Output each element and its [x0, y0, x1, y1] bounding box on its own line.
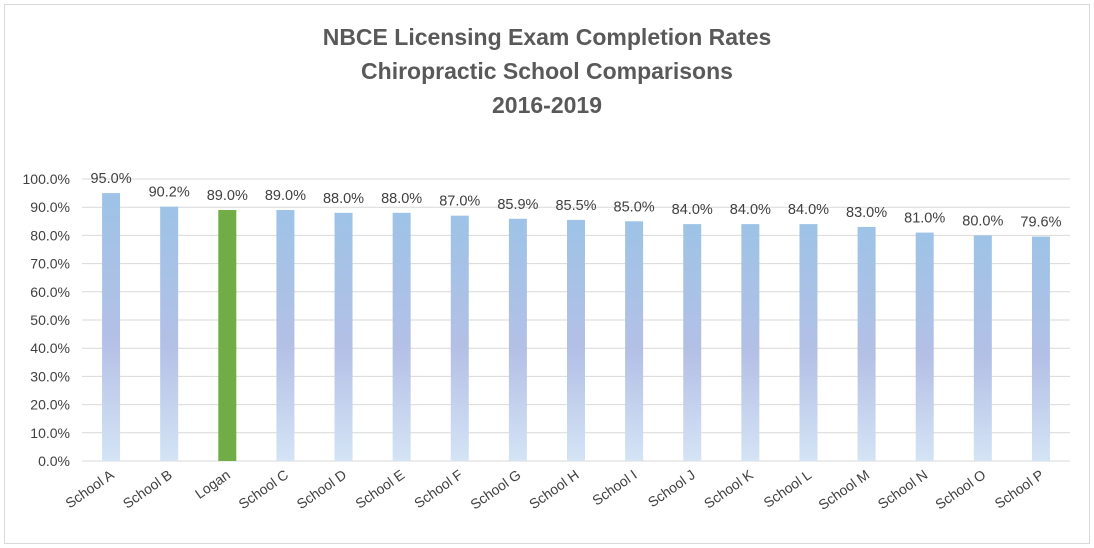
- data-label: 84.0%: [788, 202, 829, 218]
- x-tick-label: Logan: [192, 466, 233, 501]
- data-labels: 95.0% 90.2% 89.0% 89.0% 88.0% 88.0% 87.0% 85.9%…: [90, 171, 1061, 230]
- x-tick-label: School H: [526, 466, 582, 512]
- y-tick-label: 90.0%: [30, 199, 70, 215]
- x-tick-label: School D: [294, 466, 350, 512]
- bar: [915, 232, 934, 461]
- y-tick-label: 50.0%: [30, 312, 70, 328]
- data-label: 85.9%: [497, 197, 538, 213]
- data-label: 89.0%: [265, 188, 306, 204]
- bar: [276, 210, 295, 461]
- data-label: 84.0%: [730, 202, 771, 218]
- y-tick-label: 70.0%: [30, 256, 70, 272]
- data-label: 85.0%: [614, 199, 655, 215]
- x-tick-label: School B: [120, 466, 175, 511]
- data-label: 88.0%: [323, 191, 364, 207]
- x-tick-label: School J: [645, 466, 698, 510]
- bar: [625, 221, 644, 461]
- chart-frame: [4, 4, 1090, 544]
- x-tick-label: School M: [815, 466, 872, 513]
- y-axis-ticks: 0.0% 10.0% 20.0% 30.0% 40.0% 50.0% 60.0% 70.0% 8…: [23, 171, 70, 469]
- bar: [392, 212, 411, 461]
- y-tick-label: 40.0%: [30, 340, 70, 356]
- bar: [508, 218, 527, 461]
- x-tick-label: School O: [932, 466, 988, 512]
- chart-title-line-2: Chiropractic School Comparisons: [361, 58, 733, 84]
- y-tick-label: 20.0%: [30, 397, 70, 413]
- bar: [799, 224, 818, 461]
- bar: [857, 226, 876, 461]
- x-tick-label: School P: [992, 466, 1047, 511]
- bar: [160, 206, 179, 461]
- y-tick-label: 80.0%: [30, 227, 70, 243]
- bars: [102, 193, 1050, 461]
- data-label: 79.6%: [1020, 215, 1061, 231]
- data-label: 87.0%: [439, 194, 480, 210]
- y-tick-label: 100.0%: [23, 171, 70, 187]
- data-label: 88.0%: [381, 191, 422, 207]
- x-tick-label: School K: [701, 466, 757, 512]
- data-label: 84.0%: [672, 202, 713, 218]
- data-label: 89.0%: [207, 188, 248, 204]
- data-label: 90.2%: [149, 185, 190, 201]
- x-tick-label: School L: [760, 466, 814, 510]
- x-tick-label: School N: [875, 466, 931, 512]
- bar: [334, 212, 353, 461]
- x-tick-label: School A: [62, 466, 117, 511]
- bar: [1031, 236, 1050, 461]
- x-tick-label: School E: [352, 466, 407, 511]
- data-label: 80.0%: [962, 213, 1003, 229]
- bar: [567, 219, 585, 461]
- chart-title-line-3: 2016-2019: [492, 92, 602, 118]
- y-tick-label: 60.0%: [30, 284, 70, 300]
- x-axis-ticks: School A School B Logan School C School D Sch…: [62, 466, 1046, 513]
- data-label: 83.0%: [846, 205, 887, 221]
- bar: [973, 235, 992, 461]
- data-label: 95.0%: [90, 171, 131, 187]
- data-label: 85.5%: [555, 198, 596, 214]
- bar: [741, 224, 760, 461]
- chart-title-line-1: NBCE Licensing Exam Completion Rates: [322, 24, 772, 50]
- bar: [450, 215, 469, 461]
- bar: [102, 193, 121, 461]
- y-tick-label: 30.0%: [30, 368, 70, 384]
- x-tick-label: School F: [411, 466, 465, 511]
- bar-highlight: [218, 210, 237, 461]
- bar: [683, 224, 702, 461]
- x-tick-label: School G: [467, 466, 523, 512]
- y-tick-label: 10.0%: [30, 425, 70, 441]
- x-tick-label: School I: [589, 466, 640, 508]
- y-tick-label: 0.0%: [38, 453, 70, 469]
- x-tick-label: School C: [235, 466, 291, 512]
- data-label: 81.0%: [904, 211, 945, 227]
